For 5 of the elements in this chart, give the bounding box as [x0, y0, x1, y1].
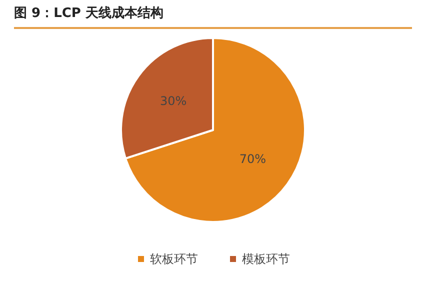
data-label: 70% [239, 152, 266, 166]
data-label: 30% [160, 94, 187, 108]
legend-label: 模板环节 [242, 252, 290, 266]
chart-title: 图 9：LCP 天线成本结构 [14, 4, 412, 29]
legend-label: 软板环节 [150, 252, 198, 266]
